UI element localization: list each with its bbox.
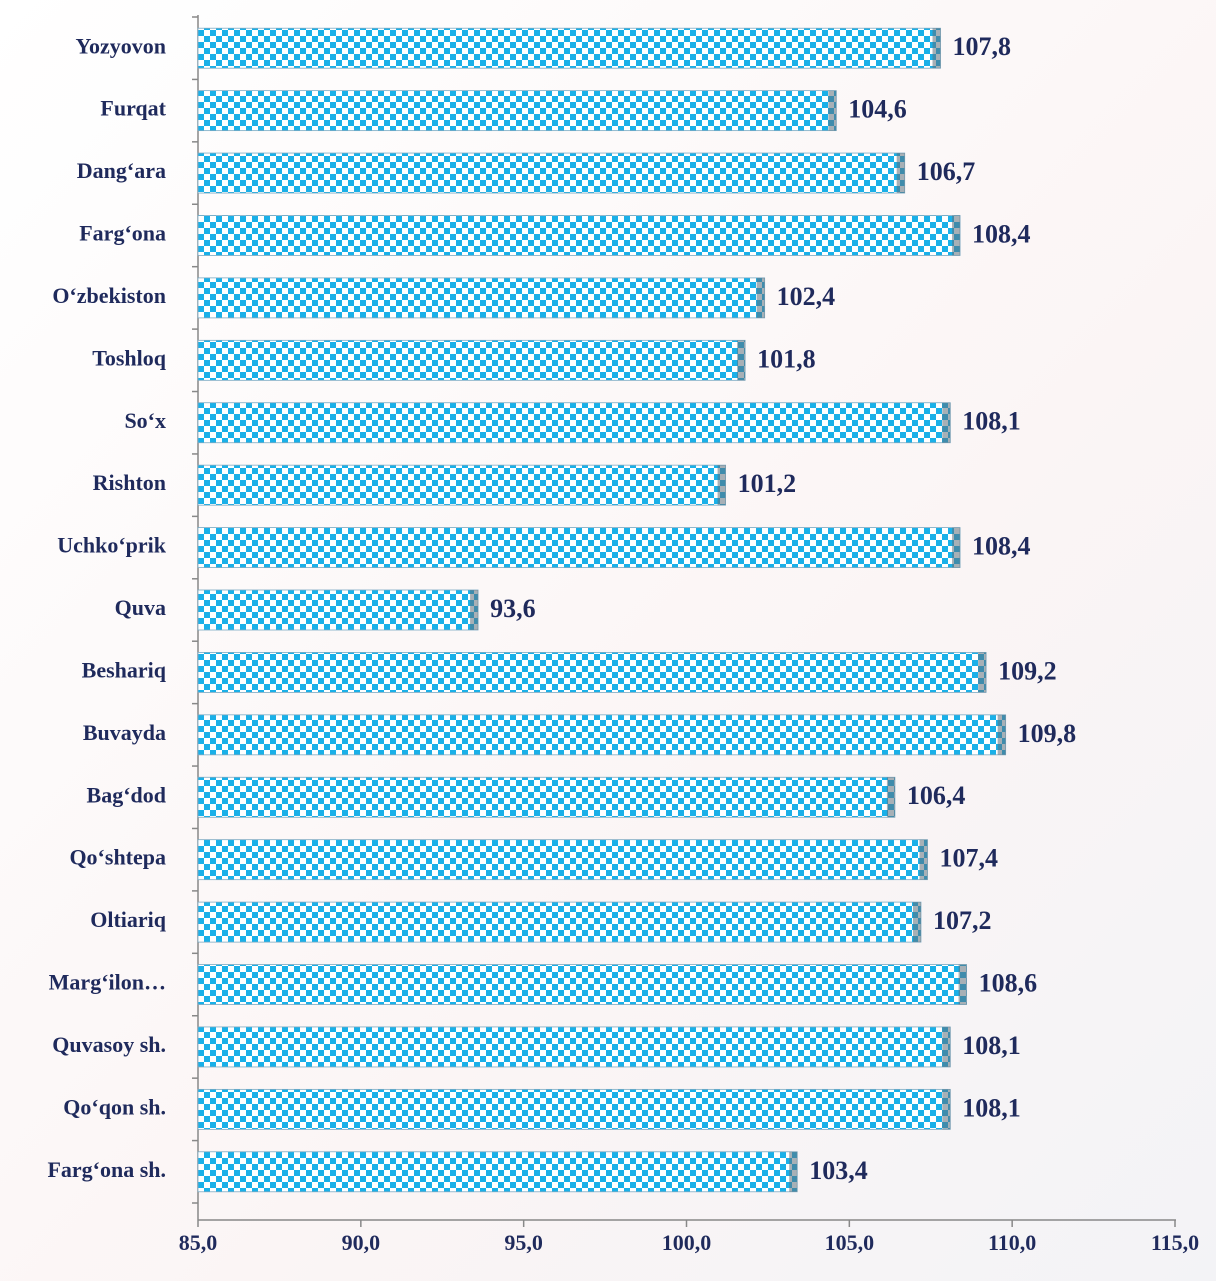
value-label: 107,8 — [953, 32, 1012, 61]
bar — [198, 278, 765, 318]
bar — [198, 91, 836, 131]
y-tick-label: Qo‘qon sh. — [63, 1094, 166, 1119]
bar — [198, 28, 941, 68]
bar-end — [887, 777, 895, 817]
bar-end — [933, 28, 941, 68]
bar — [198, 715, 1006, 755]
bar-end — [998, 715, 1006, 755]
value-label: 107,4 — [939, 844, 998, 873]
bar-end — [952, 215, 960, 255]
y-tick-label: Marg‘ilon… — [49, 970, 166, 995]
bar-end — [919, 840, 927, 880]
bar-end — [952, 528, 960, 568]
y-tick-label: Qo‘shtepa — [69, 845, 166, 870]
chart: 85,0 90,0 95,0 100,0 105,0 110,0 115,0 Yozyovon… — [0, 0, 1216, 1281]
bar — [198, 965, 967, 1005]
value-label: 109,2 — [998, 656, 1056, 685]
y-tick-label: Furqat — [100, 96, 166, 121]
bar-end — [470, 590, 478, 630]
bar — [198, 1027, 950, 1067]
value-label: 93,6 — [490, 594, 536, 623]
bar-end — [897, 153, 905, 193]
bar — [198, 403, 950, 443]
x-tick-label: 115,0 — [1151, 1230, 1199, 1255]
bar — [198, 1089, 950, 1129]
value-label: 108,4 — [972, 532, 1031, 561]
y-tick-label: Bag‘dod — [87, 782, 166, 807]
y-tick-label: O‘zbekiston — [52, 283, 166, 308]
value-label: 108,1 — [962, 407, 1021, 436]
bar — [198, 840, 927, 880]
value-label: 108,6 — [979, 968, 1037, 997]
bar-end — [718, 465, 726, 505]
x-tick-label: 90,0 — [342, 1230, 381, 1255]
value-label: 107,2 — [933, 906, 992, 935]
x-tick-label: 105,0 — [825, 1230, 875, 1255]
y-tick-label: So‘x — [124, 408, 166, 433]
bar — [198, 528, 960, 568]
y-tick-label: Rishton — [93, 470, 166, 495]
bar — [198, 902, 921, 942]
y-tick-label: Yozyovon — [76, 33, 166, 58]
value-label: 104,6 — [848, 95, 907, 124]
bar — [198, 777, 895, 817]
y-tick-label: Farg‘ona sh. — [47, 1157, 166, 1182]
bar-end — [942, 403, 950, 443]
bar-end — [757, 278, 765, 318]
y-tick-label: Dang‘ara — [77, 158, 166, 183]
value-label: 101,2 — [738, 469, 797, 498]
y-tick-label: Buvayda — [83, 720, 166, 745]
y-tick-label: Farg‘ona — [79, 221, 166, 246]
bar-end — [942, 1089, 950, 1129]
value-label: 108,1 — [962, 1093, 1021, 1122]
x-tick-label: 110,0 — [988, 1230, 1036, 1255]
bar — [198, 1152, 797, 1192]
bar-end — [828, 91, 836, 131]
x-tick-label: 95,0 — [504, 1230, 543, 1255]
bar-end — [913, 902, 921, 942]
y-tick-label: Quva — [115, 595, 166, 620]
bar — [198, 340, 745, 380]
bar-end — [959, 965, 967, 1005]
bar — [198, 590, 478, 630]
bar — [198, 652, 986, 692]
bar-end — [942, 1027, 950, 1067]
value-label: 103,4 — [809, 1156, 868, 1185]
bar-end — [978, 652, 986, 692]
value-label: 106,7 — [917, 157, 976, 186]
y-tick-label: Oltiariq — [90, 907, 167, 932]
value-label: 101,8 — [757, 344, 816, 373]
bar-end — [789, 1152, 797, 1192]
x-tick-label: 85,0 — [179, 1230, 218, 1255]
x-tick-label: 100,0 — [662, 1230, 712, 1255]
page: 85,0 90,0 95,0 100,0 105,0 110,0 115,0 Yozyovon… — [0, 0, 1216, 1281]
bar — [198, 153, 905, 193]
y-tick-label: Quvasoy sh. — [52, 1032, 166, 1057]
y-tick-label: Uchko‘prik — [57, 533, 167, 558]
value-label: 109,8 — [1018, 719, 1077, 748]
value-label: 102,4 — [777, 282, 836, 311]
value-label: 108,4 — [972, 219, 1031, 248]
value-label: 108,1 — [962, 1031, 1021, 1060]
bar — [198, 215, 960, 255]
bar — [198, 465, 726, 505]
value-label: 106,4 — [907, 781, 966, 810]
bar-end — [737, 340, 745, 380]
y-tick-label: Beshariq — [82, 657, 167, 682]
y-tick-label: Toshloq — [92, 345, 167, 370]
